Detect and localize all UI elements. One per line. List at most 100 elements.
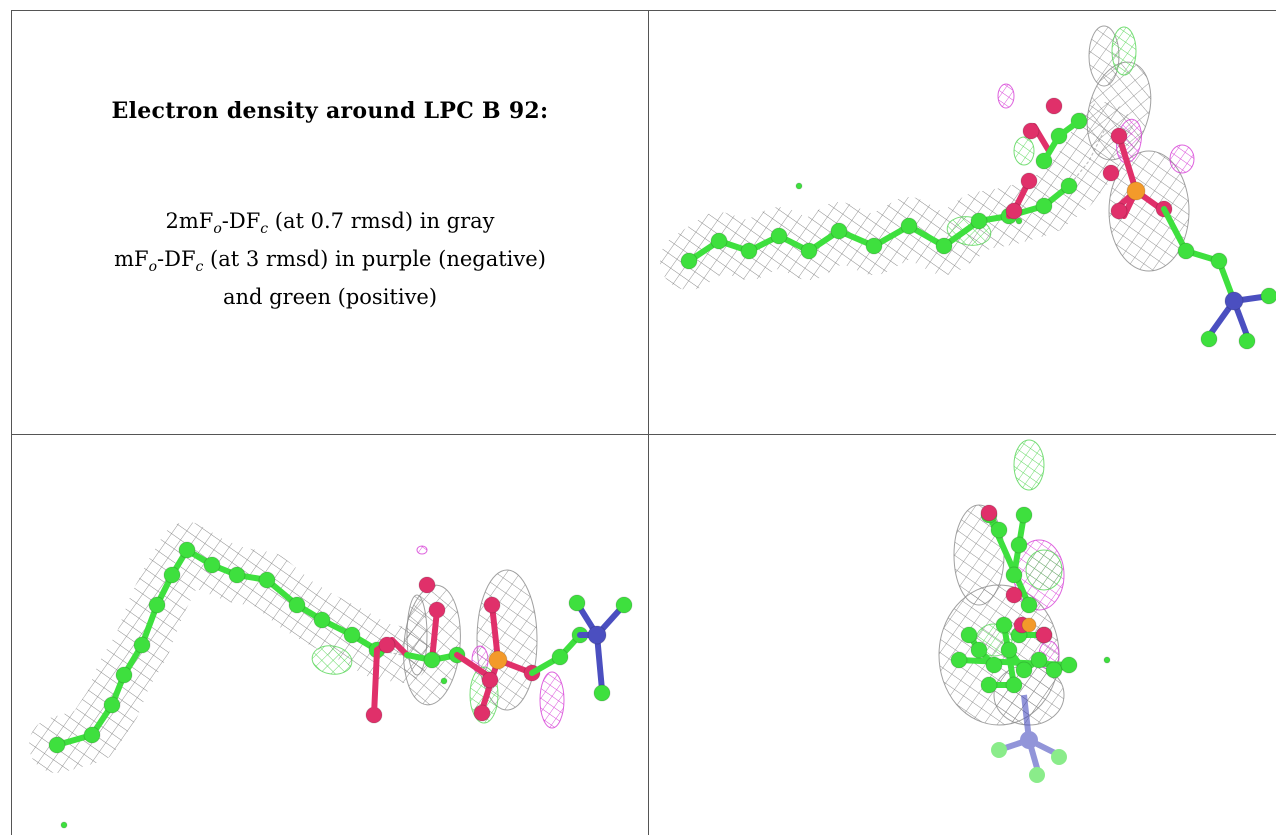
atom (970, 212, 988, 230)
atom (418, 576, 436, 594)
density-mesh-green (1025, 549, 1063, 591)
atom (1005, 676, 1023, 694)
atom (985, 656, 1003, 674)
atom (587, 625, 607, 645)
atom (1015, 217, 1023, 225)
atom (795, 182, 803, 190)
density-mesh-gray (29, 522, 430, 773)
atom (1005, 566, 1023, 584)
border-left (11, 10, 12, 835)
atom (423, 651, 441, 669)
atom (551, 648, 569, 666)
atom (1020, 596, 1038, 614)
atom (1238, 332, 1256, 350)
atom (960, 626, 978, 644)
atom (980, 676, 998, 694)
atom (1045, 97, 1063, 115)
bond (429, 607, 440, 663)
atom (900, 217, 918, 235)
caption-line-3: and green (positive) (222, 285, 438, 310)
atom (1260, 287, 1276, 305)
caption-line-1: 2mFo-DFc (at 0.7 rmsd) in gray (165, 209, 495, 238)
border-center (11, 434, 1276, 435)
atom (163, 566, 181, 584)
bond (1056, 118, 1082, 139)
atom (148, 596, 166, 614)
bond (1041, 133, 1062, 164)
atom (568, 594, 586, 612)
atom (133, 636, 151, 654)
atom (1021, 617, 1037, 633)
density-mesh-gray (953, 504, 1005, 606)
caption-text: 2mFo-DFc (at 0.7 rmsd) in gray mFo-DFc (… (12, 206, 648, 312)
atom (1000, 641, 1018, 659)
bond (594, 632, 605, 693)
bond (1116, 133, 1139, 194)
atom (1035, 626, 1053, 644)
atom (1210, 252, 1228, 270)
atom (770, 227, 788, 245)
atom (1005, 202, 1023, 220)
atom (980, 504, 998, 522)
density-mesh-purple (997, 83, 1015, 109)
bond (371, 647, 380, 718)
atom (473, 704, 491, 722)
atom (83, 726, 101, 744)
figure-title: Electron density around LPC B 92: (111, 98, 549, 124)
caption-line-2: mFo-DFc (at 3 rmsd) in purple (negative) (114, 247, 546, 276)
atom (378, 636, 396, 654)
atom (615, 596, 633, 614)
density-mesh-green (311, 645, 353, 675)
atom (343, 626, 361, 644)
atom (593, 684, 611, 702)
atom (970, 641, 988, 659)
atom (1010, 536, 1028, 554)
molecule-density-view-icon (660, 25, 1276, 350)
density-mesh-purple (1169, 144, 1195, 174)
density-mesh-gray (660, 102, 1133, 290)
atom (115, 666, 133, 684)
atom (800, 242, 818, 260)
atom (178, 541, 196, 559)
atom (258, 571, 276, 589)
molecule-density-view-icon (938, 439, 1111, 783)
atom (483, 596, 501, 614)
atom (1030, 651, 1048, 669)
border-top (11, 10, 1276, 11)
bond (454, 652, 493, 680)
atom (1005, 586, 1023, 604)
border-middle (648, 10, 649, 835)
atom (1060, 177, 1078, 195)
bond (489, 602, 501, 663)
atom (1022, 122, 1040, 140)
atom (1029, 767, 1045, 783)
view-bottom-right (649, 435, 1276, 835)
atom (865, 237, 883, 255)
atom (1015, 506, 1033, 524)
atom (990, 521, 1008, 539)
atom (1015, 661, 1033, 679)
molecule-density-view-icon (29, 522, 633, 829)
atom (103, 696, 121, 714)
atom (228, 566, 246, 584)
caption-cell: Electron density around LPC B 92: 2mFo-D… (12, 10, 648, 434)
atom (1103, 656, 1111, 664)
atom (60, 821, 68, 829)
density-mesh-purple (416, 545, 428, 555)
atom (481, 671, 499, 689)
atom (1126, 181, 1146, 201)
density-mesh-green (1111, 26, 1137, 76)
atom (1060, 656, 1078, 674)
atom (1224, 291, 1244, 311)
density-mesh-gray (1108, 150, 1190, 272)
atom (440, 677, 448, 685)
atom (313, 611, 331, 629)
density-mesh-purple (539, 671, 565, 729)
atom (950, 651, 968, 669)
view-top-right (649, 11, 1276, 434)
atom (1020, 731, 1038, 749)
atom (995, 616, 1013, 634)
atom (1035, 197, 1053, 215)
atom (488, 650, 508, 670)
